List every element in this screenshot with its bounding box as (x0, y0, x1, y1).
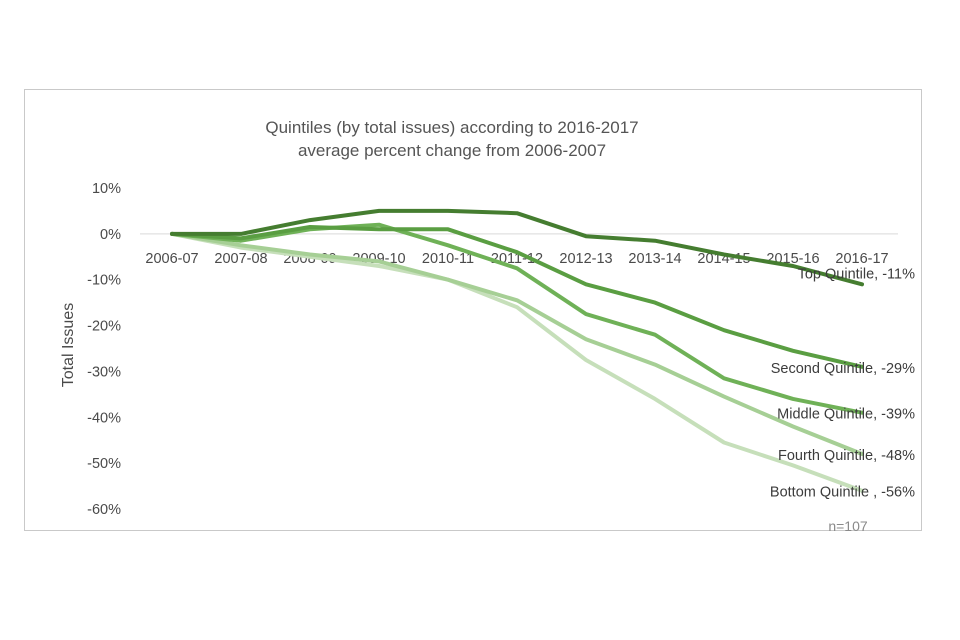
y-axis-ticks: 10% 0% -10% -20% -30% -40% -50% -60% (87, 181, 121, 518)
series-end-label-second-quintile: Second Quintile, -29% (771, 361, 915, 377)
y-tick-label: -30% (87, 364, 121, 380)
y-tick-label: -20% (87, 319, 121, 335)
series-line-second-quintile (170, 225, 864, 369)
series-lines (170, 208, 864, 493)
x-tick-label: 2012-13 (559, 251, 612, 267)
series-end-label-middle-quintile: Middle Quintile, -39% (777, 407, 915, 423)
chart-title-line-1: Quintiles (by total issues) according to… (265, 118, 638, 137)
x-tick-label: 2016-17 (835, 251, 888, 267)
sample-size-note: n=107 (828, 518, 868, 532)
series-end-label-bottom-quintile: Bottom Quintile , -56% (770, 485, 915, 501)
x-tick-label: 2013-14 (628, 251, 681, 267)
y-tick-label: -10% (87, 273, 121, 289)
x-tick-label: 2007-08 (214, 251, 267, 267)
series-labels: Bottom Quintile , -56% Fourth Quintile, -… (770, 266, 915, 500)
series-line-fourth-quintile (170, 231, 864, 456)
line-chart: Quintiles (by total issues) according to… (60, 118, 915, 532)
chart-title-line-2: average percent change from 2006-2007 (298, 141, 606, 160)
series-end-label-top-quintile: Top Quintile, -11% (798, 266, 916, 282)
y-tick-label: 10% (92, 181, 121, 197)
y-tick-label: -60% (87, 502, 121, 518)
series-line-bottom-quintile (170, 231, 864, 493)
y-tick-label: 0% (100, 227, 121, 243)
x-tick-label: 2010-11 (422, 251, 474, 267)
chart-frame: Quintiles (by total issues) according to… (24, 89, 922, 532)
y-tick-label: -50% (87, 456, 121, 472)
series-line-middle-quintile (170, 222, 864, 415)
x-tick-label: 2006-07 (145, 251, 198, 267)
y-axis-title: Total Issues (60, 303, 77, 387)
series-end-label-fourth-quintile: Fourth Quintile, -48% (778, 448, 915, 464)
y-tick-label: -40% (87, 410, 121, 426)
series-line-top-quintile (170, 208, 864, 287)
